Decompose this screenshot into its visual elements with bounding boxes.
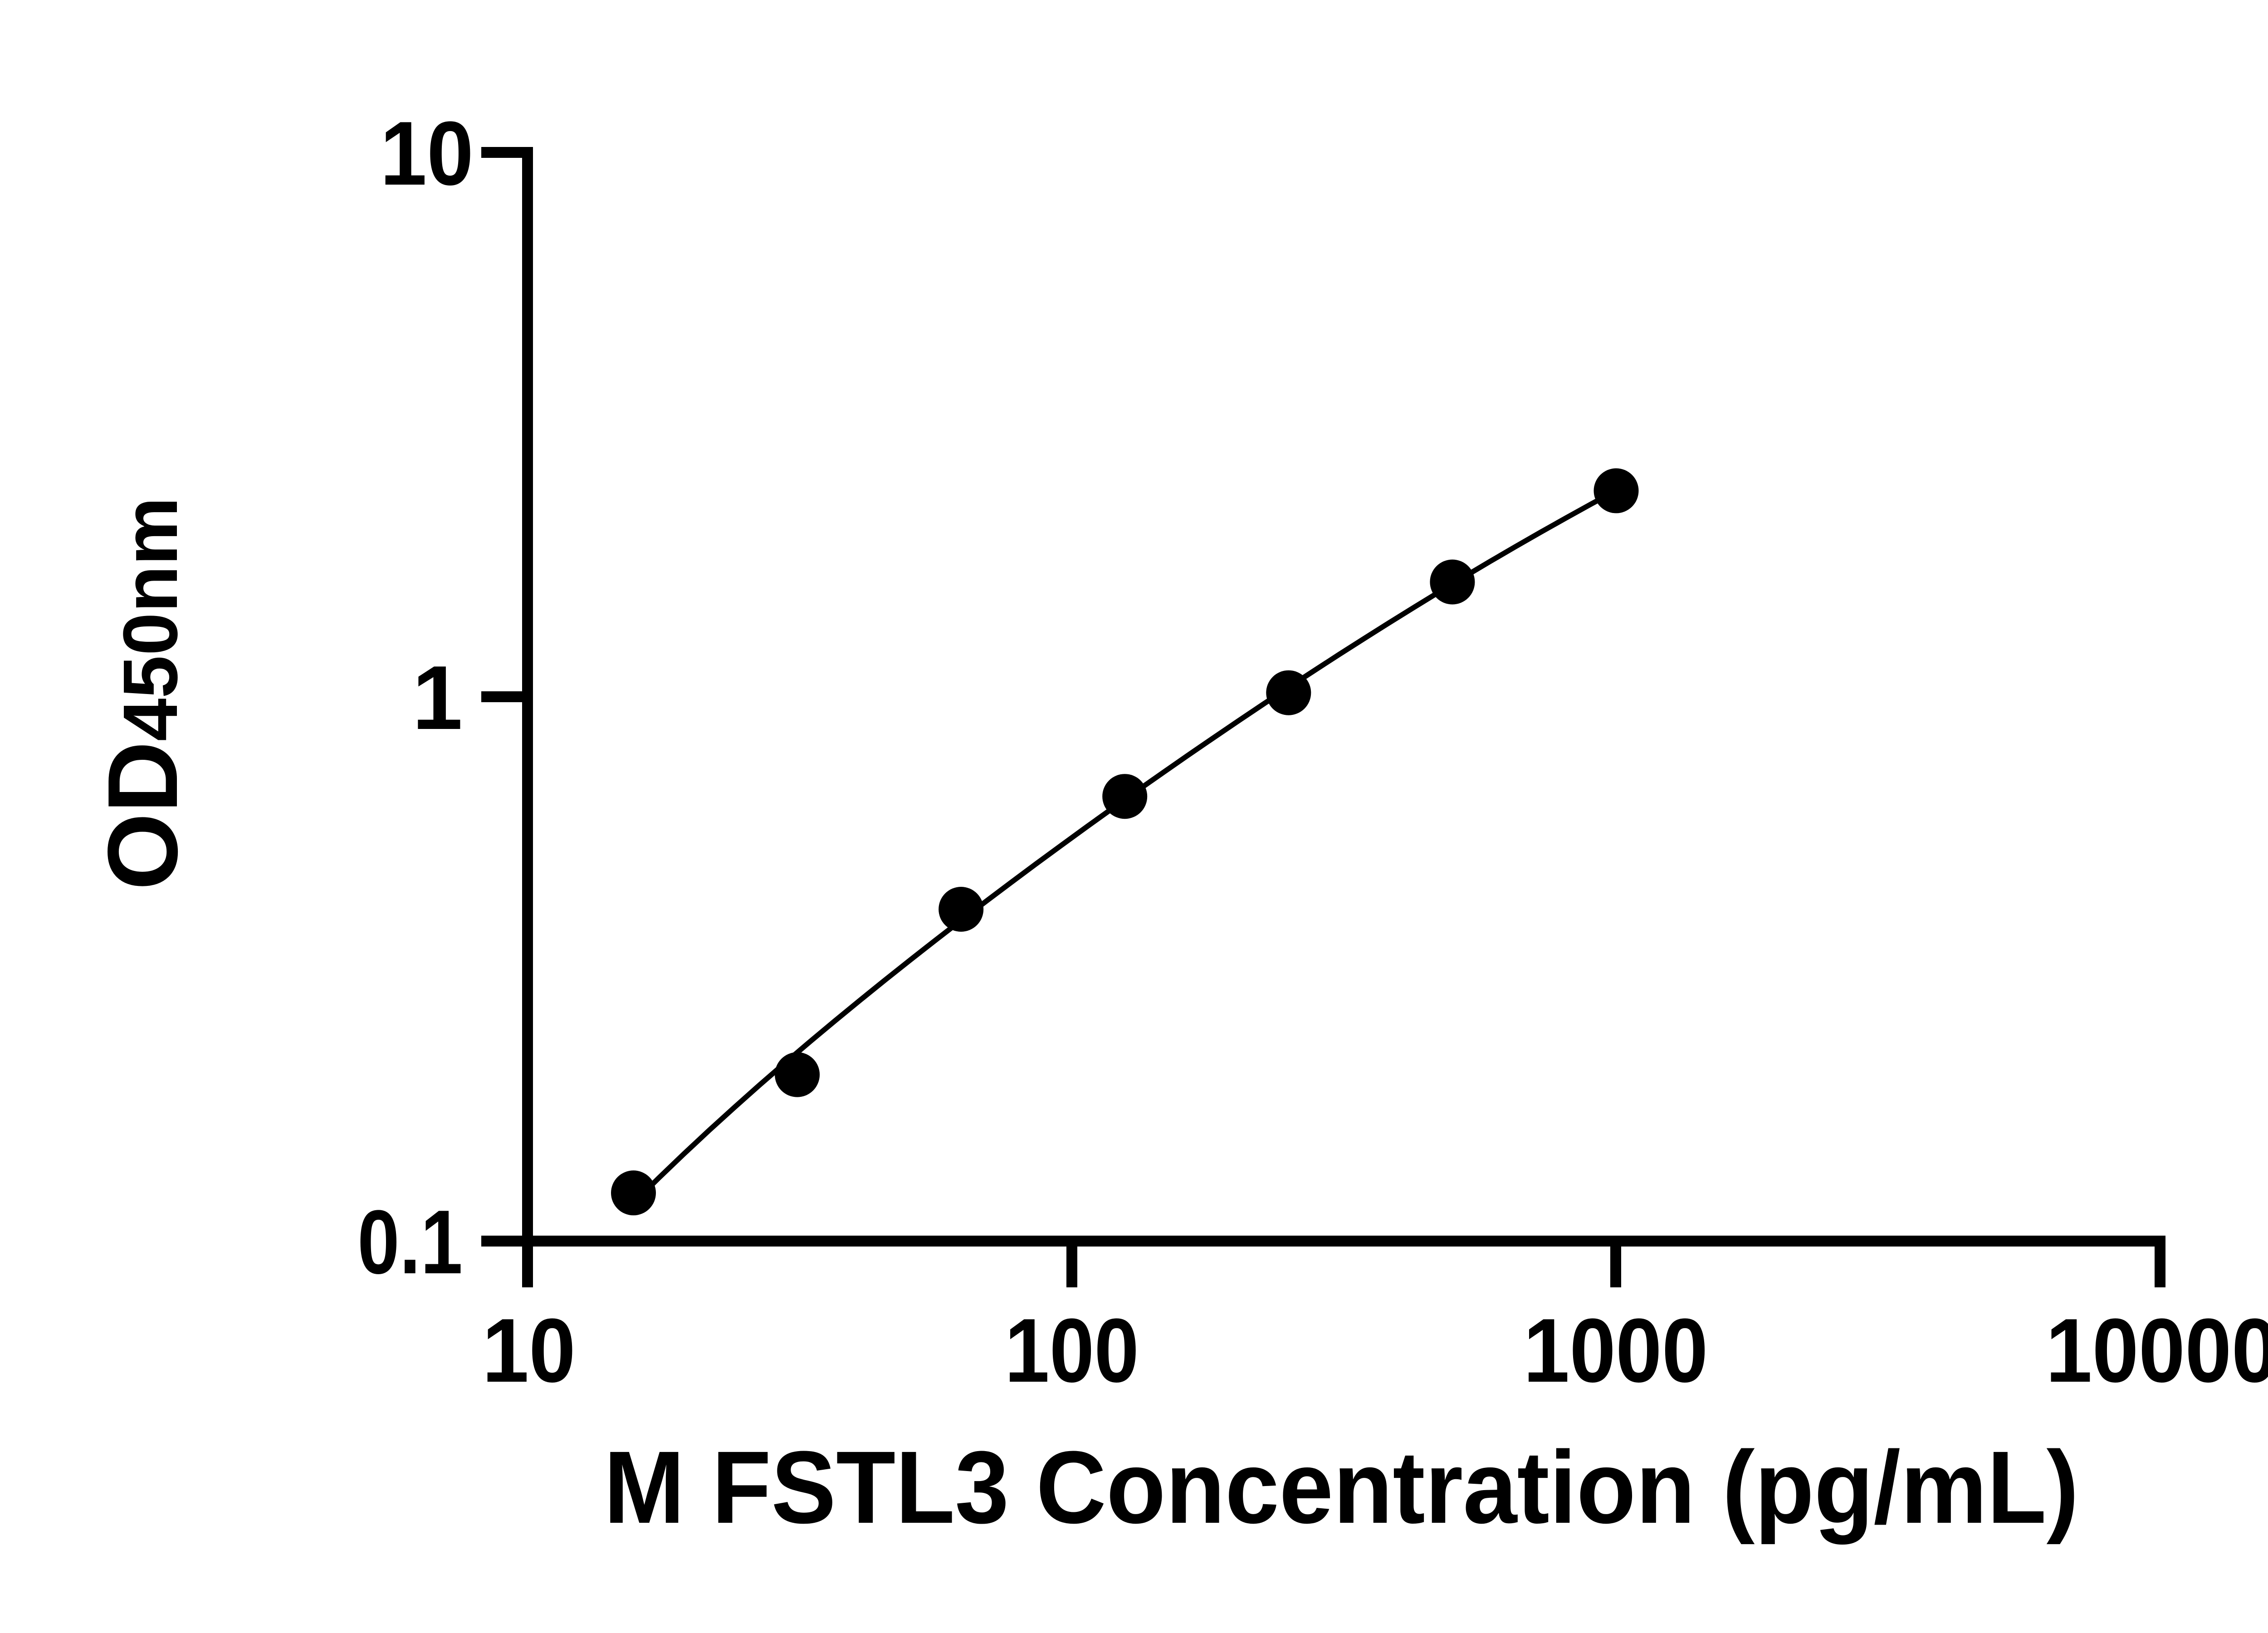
svg-text:10: 10	[482, 1300, 576, 1401]
svg-text:10000: 10000	[2046, 1300, 2268, 1401]
svg-text:0.1: 0.1	[357, 1192, 463, 1293]
svg-text:M FSTL3 Concentration (pg/mL): M FSTL3 Concentration (pg/mL)	[604, 1430, 2079, 1545]
svg-text:100: 100	[1005, 1300, 1139, 1401]
svg-text:OD450nm: OD450nm	[88, 497, 198, 890]
svg-text:1000: 1000	[1524, 1300, 1708, 1401]
svg-text:10: 10	[380, 103, 474, 204]
svg-text:1: 1	[412, 647, 463, 748]
